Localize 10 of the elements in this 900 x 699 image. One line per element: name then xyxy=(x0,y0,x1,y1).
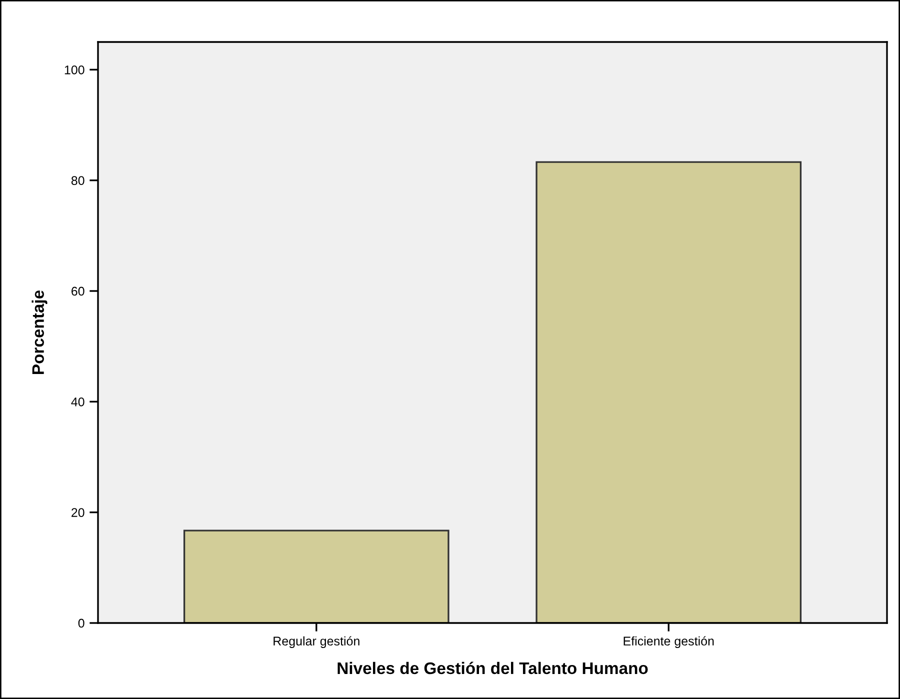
y-tick-label: 20 xyxy=(72,508,84,517)
y-tick-label: 0 xyxy=(78,618,84,628)
y-axis-title: Porcentaje xyxy=(32,290,48,374)
x-tick-label: Regular gestión xyxy=(274,636,360,648)
x-tick-label: Eficiente gestión xyxy=(624,636,714,648)
y-tick-label: 60 xyxy=(72,286,84,296)
x-axis-title: Niveles de Gestión del Talento Humano xyxy=(338,662,648,674)
y-tick-label: 40 xyxy=(71,397,84,406)
y-tick-label: 100 xyxy=(64,65,84,74)
y-tick-label: 80 xyxy=(71,176,84,185)
